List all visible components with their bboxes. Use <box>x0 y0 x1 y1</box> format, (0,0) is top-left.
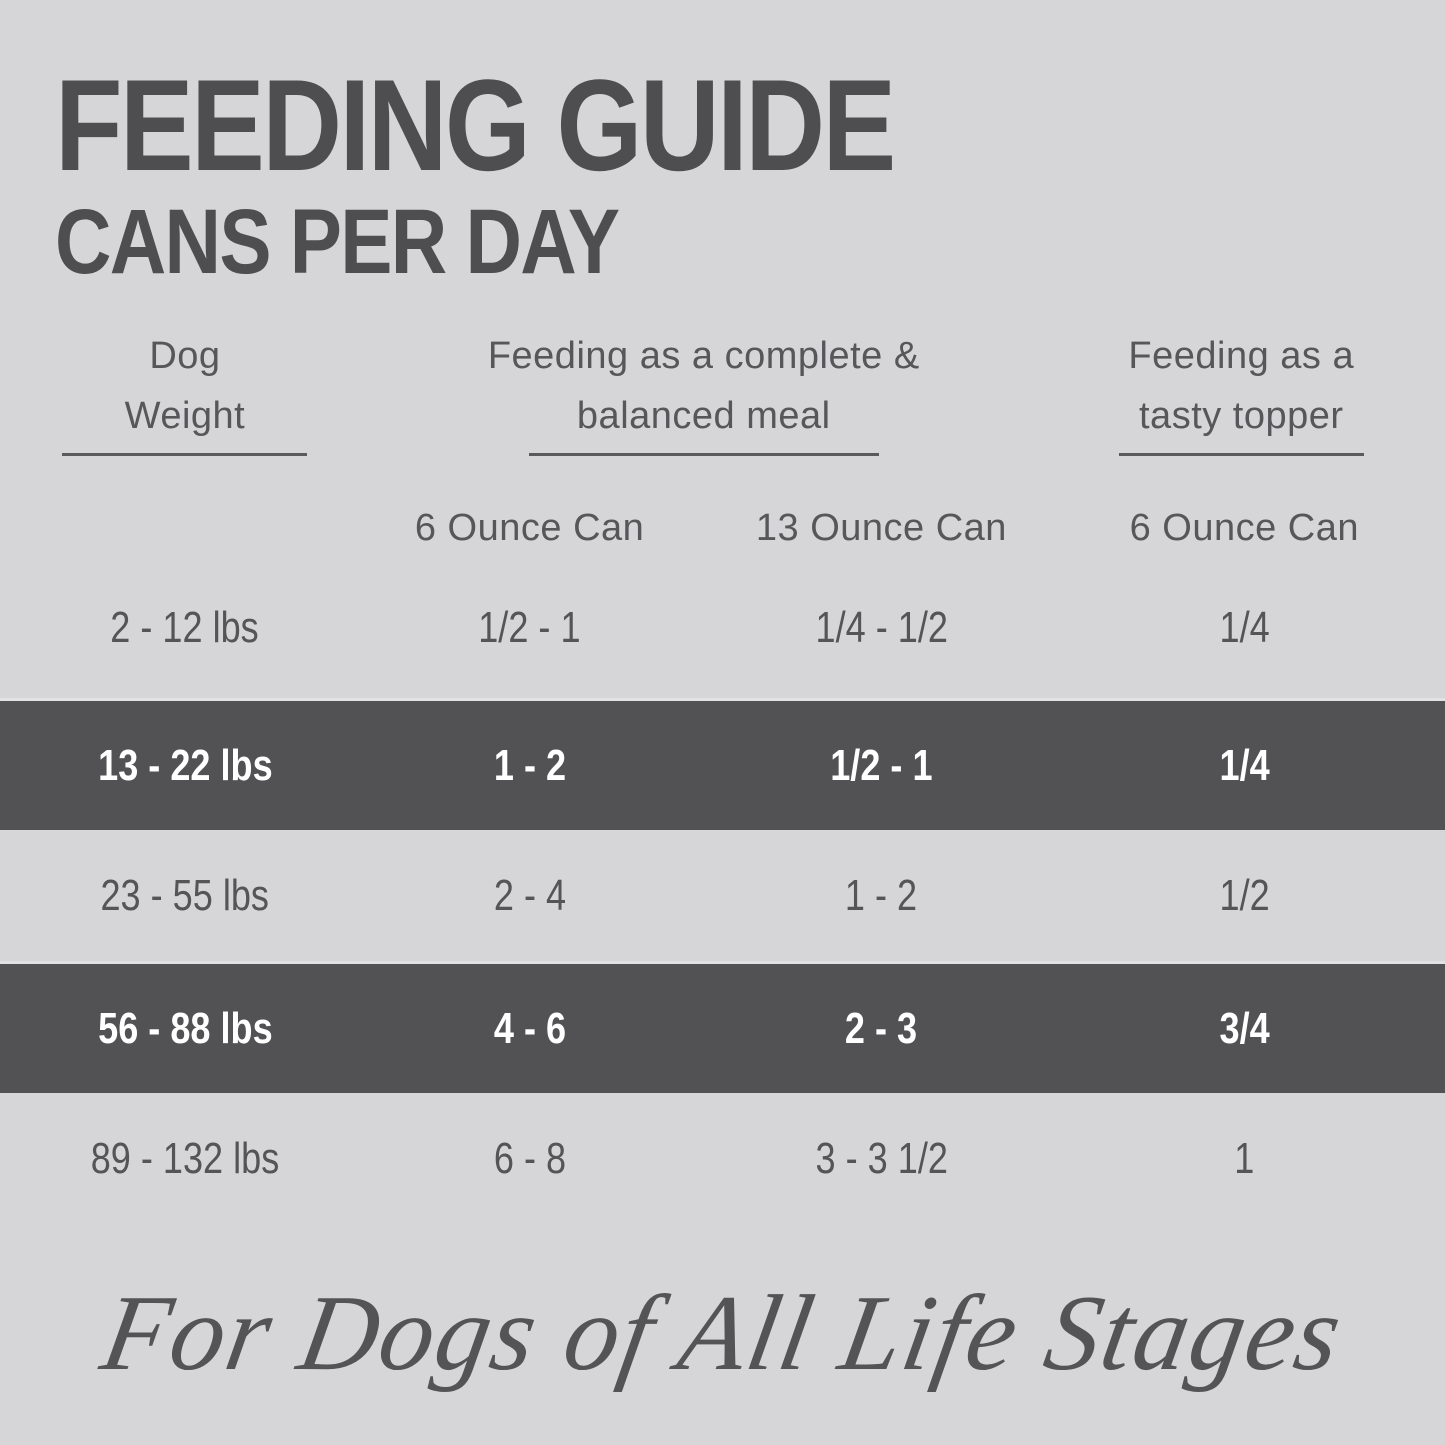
cell-6oz-value: 6 - 8 <box>493 1133 566 1183</box>
cell-topper: 1/4 <box>1059 603 1430 653</box>
cell-topper-value: 1 <box>1234 1133 1255 1183</box>
table-row-highlighted: 13 - 22 lbs 1 - 2 1/2 - 1 1/4 <box>0 698 1445 830</box>
table-subheader-row: 6 Ounce Can 13 Ounce Can 6 Ounce Can <box>0 498 1445 558</box>
cell-weight-value: 23 - 55 lbs <box>100 870 270 920</box>
column-header-complete-meal: Feeding as a complete & balanced meal <box>352 326 1056 456</box>
complete-meal-line1: Feeding as a complete & <box>487 335 920 377</box>
headline-block: FEEDING GUIDE CANS PER DAY <box>0 0 1445 288</box>
cell-6oz: 4 - 6 <box>370 1004 689 1054</box>
tasty-topper-line2: tasty topper <box>1139 395 1344 437</box>
cell-13oz: 2 - 3 <box>689 1004 1073 1054</box>
tasty-topper-underline <box>1118 453 1364 456</box>
cell-6oz: 1 - 2 <box>370 741 689 791</box>
cell-weight: 89 - 132 lbs <box>0 1134 370 1184</box>
column-header-dog-weight: Dog Weight <box>0 326 370 456</box>
cell-13oz-value: 1 - 2 <box>845 870 918 920</box>
cell-13oz-value: 3 - 3 1/2 <box>815 1133 948 1183</box>
cell-13oz: 1/4 - 1/2 <box>689 603 1073 653</box>
table-row: 23 - 55 lbs 2 - 4 1 - 2 1/2 <box>0 830 1445 961</box>
cell-6oz-value: 1 - 2 <box>493 740 566 790</box>
all-life-stages-tagline: For Dogs of All Life Stages <box>93 1274 1352 1393</box>
cell-topper-value: 1/4 <box>1219 740 1270 790</box>
cell-topper-value: 3/4 <box>1219 1003 1270 1053</box>
cell-13oz: 1/2 - 1 <box>689 741 1073 791</box>
column-header-tasty-topper: Feeding as a tasty topper <box>1056 326 1427 456</box>
cell-topper-value: 1/4 <box>1219 603 1270 652</box>
cell-6oz-value: 2 - 4 <box>493 870 566 920</box>
cell-topper: 1 <box>1059 1134 1430 1184</box>
cell-topper: 3/4 <box>1059 1004 1430 1054</box>
cell-13oz: 3 - 3 1/2 <box>689 1134 1073 1184</box>
table-row: 89 - 132 lbs 6 - 8 3 - 3 1/2 1 <box>0 1093 1445 1224</box>
cell-6oz-value: 1/2 - 1 <box>478 603 581 652</box>
cell-weight: 56 - 88 lbs <box>0 1004 370 1054</box>
page-title: FEEDING GUIDE <box>55 52 896 198</box>
subheader-6oz-meal: 6 Ounce Can <box>414 507 645 549</box>
cell-13oz-value: 1/2 - 1 <box>830 740 933 790</box>
cell-6oz: 2 - 4 <box>370 871 689 921</box>
cell-weight-value: 2 - 12 lbs <box>110 603 260 652</box>
cell-weight: 2 - 12 lbs <box>0 603 370 653</box>
cell-topper: 1/2 <box>1059 871 1430 921</box>
dog-weight-line2: Weight <box>124 395 246 437</box>
cell-6oz: 6 - 8 <box>370 1134 689 1184</box>
cell-6oz: 1/2 - 1 <box>370 603 689 653</box>
table-group-header-row: Dog Weight Feeding as a complete & balan… <box>0 326 1445 456</box>
subheader-spacer <box>0 498 370 558</box>
cell-topper: 1/4 <box>1059 741 1430 791</box>
subheader-6oz-topper: 6 Ounce Can <box>1129 507 1359 549</box>
cell-weight: 23 - 55 lbs <box>0 871 370 921</box>
dog-weight-line1: Dog <box>149 335 221 377</box>
complete-meal-line2: balanced meal <box>576 395 831 437</box>
cell-13oz: 1 - 2 <box>689 871 1073 921</box>
complete-meal-underline <box>528 453 879 456</box>
cell-6oz-value: 4 - 6 <box>493 1003 566 1053</box>
cell-weight-value: 56 - 88 lbs <box>97 1003 273 1053</box>
dog-weight-underline <box>62 453 308 456</box>
cell-weight: 13 - 22 lbs <box>0 741 370 791</box>
table-row-highlighted: 56 - 88 lbs 4 - 6 2 - 3 3/4 <box>0 961 1445 1093</box>
cell-weight-value: 13 - 22 lbs <box>97 740 273 790</box>
cell-topper-value: 1/2 <box>1219 870 1270 920</box>
cell-weight-value: 89 - 132 lbs <box>90 1133 280 1183</box>
subheader-13oz-meal: 13 Ounce Can <box>755 507 1007 549</box>
table-row: 2 - 12 lbs 1/2 - 1 1/4 - 1/2 1/4 <box>0 558 1445 698</box>
page-subtitle: CANS PER DAY <box>55 191 620 293</box>
cell-13oz-value: 1/4 - 1/2 <box>815 603 948 652</box>
tasty-topper-line1: Feeding as a <box>1128 335 1355 377</box>
cell-13oz-value: 2 - 3 <box>845 1003 918 1053</box>
